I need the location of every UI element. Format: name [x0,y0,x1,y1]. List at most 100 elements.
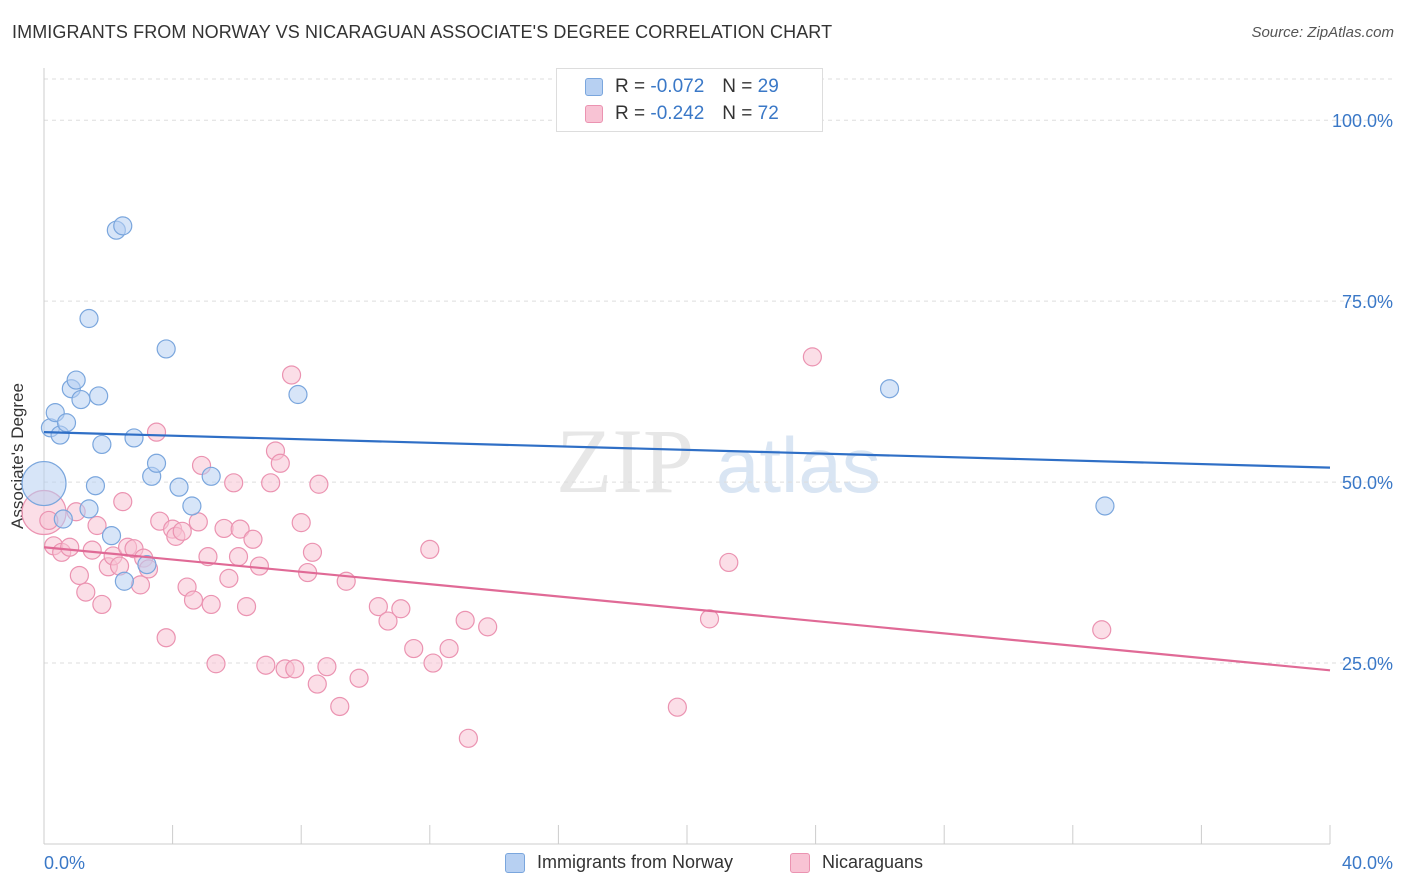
nicaraguans-point-7 [82,540,102,560]
bottom-legend-norway[interactable]: Immigrants from Norway [505,852,733,873]
nicaraguans-point-52 [317,657,337,677]
norway-point-0 [21,460,67,507]
nicaraguans-point-40 [256,655,276,675]
norway-point-18 [124,428,144,448]
norway-point-6 [66,370,86,390]
gridlines [44,78,1393,664]
bottom-legend-swatch-norway [505,852,525,873]
nicaraguans-point-46 [285,659,305,679]
nicaraguans-point-26 [183,590,204,610]
y-tick-label-100: 100.0% [1332,111,1393,131]
norway-point-28 [1095,496,1115,516]
norway-point-15 [113,216,133,236]
nicaraguans-point-30 [201,594,221,615]
nicaraguans-point-8 [87,515,107,536]
nicaraguans-point-16 [130,575,151,595]
watermark: ZIP atlas [556,410,881,512]
nicaraguans-point-56 [368,596,388,617]
trend-line-norway [43,431,1331,469]
bottom-legend-swatch-nicaraguans [790,852,810,873]
legend-n-label: N = [722,76,753,97]
nicaraguans-point-32 [214,518,234,539]
nicaraguans-point-24 [172,521,192,541]
nicaraguans-point-64 [458,728,478,748]
nicaraguans-point-29 [198,547,218,567]
norway-point-8 [89,386,109,406]
nicaraguans-point-37 [236,596,257,617]
bottom-legend-label-nicaraguans: Nicaraguans [822,852,924,872]
nicaraguans-point-33 [219,568,239,588]
series-nicaraguans-points [21,347,1112,748]
nicaraguans-point-47 [291,513,311,533]
bottom-legend-nicaraguans[interactable]: Nicaraguans [790,852,923,873]
nicaraguans-point-62 [439,638,459,659]
nicaraguans-point-39 [249,556,270,576]
nicaraguans-point-27 [188,512,208,532]
nicaraguans-point-36 [228,547,249,567]
norway-point-16 [79,308,99,329]
nicaraguans-point-43 [270,453,290,473]
nicaraguans-point-45 [281,365,302,385]
nicaraguans-point-13 [113,492,133,512]
chart-title: IMMIGRANTS FROM NORWAY VS NICARAGUAN ASS… [12,22,833,42]
nicaraguans-point-50 [309,474,329,494]
nicaraguans-point-3 [60,537,80,557]
legend-r-nicaraguans: -0.242 [650,103,705,124]
nicaraguans-point-35 [230,519,250,539]
nicaraguans-point-34 [224,473,244,493]
nicaraguans-point-61 [423,653,443,673]
nicaraguans-point-21 [156,628,176,648]
norway-point-17 [114,571,134,591]
nicaraguans-point-9 [92,594,112,615]
nicaraguans-point-59 [404,638,424,659]
legend-r-label: R = [615,76,646,97]
bottom-legend-label-norway: Immigrants from Norway [537,852,734,872]
nicaraguans-point-63 [455,610,475,630]
legend-n-norway: 29 [757,76,779,97]
norway-point-13 [101,526,122,546]
trend-line-nicaraguans [43,546,1331,672]
legend-n-label: N = [722,103,753,124]
nicaraguans-point-5 [69,565,89,586]
norway-point-4 [56,413,77,433]
norway-point-27 [879,379,900,399]
y-tick-labels: 25.0% 50.0% 75.0% 100.0% [1332,111,1393,674]
nicaraguans-point-53 [330,696,350,717]
nicaraguans-point-51 [307,674,327,694]
legend-row-norway: R = -0.072 N = 29 [585,75,779,99]
norway-point-10 [53,509,73,529]
norway-point-23 [169,477,189,497]
nicaraguans-point-41 [261,473,281,493]
nicaraguans-point-38 [243,529,263,549]
norway-point-19 [137,555,157,575]
norway-point-7 [71,389,91,410]
series-norway-points [21,216,1115,591]
nicaraguans-point-66 [667,697,687,717]
norway-point-12 [92,434,112,455]
y-tick-label-50: 50.0% [1342,473,1393,493]
nicaraguans-point-68 [719,552,739,573]
norway-point-22 [156,339,176,359]
norway-point-9 [79,499,99,519]
nicaraguans-point-6 [76,582,96,602]
norway-point-24 [182,496,202,516]
norway-point-21 [146,453,167,473]
nicaraguans-point-31 [206,654,226,674]
y-tick-label-25: 25.0% [1342,654,1393,674]
chart-source: Source: ZipAtlas.com [1251,24,1394,41]
y-tick-label-75: 75.0% [1342,292,1393,312]
nicaraguans-point-19 [146,422,167,442]
nicaraguans-point-49 [302,542,323,562]
watermark-atlas: atlas [716,421,881,509]
nicaraguans-point-69 [802,347,822,367]
legend-swatch-norway [585,78,603,96]
x-ticks [43,825,1331,844]
x-tick-label-min: 0.0% [44,853,85,873]
nicaraguans-point-58 [391,599,411,619]
legend-swatch-nicaraguans [585,105,603,123]
watermark-zip: ZIP [556,410,694,512]
x-tick-label-max: 40.0% [1342,853,1393,873]
nicaraguans-point-70 [1092,620,1112,640]
legend-r-label: R = [615,103,646,124]
